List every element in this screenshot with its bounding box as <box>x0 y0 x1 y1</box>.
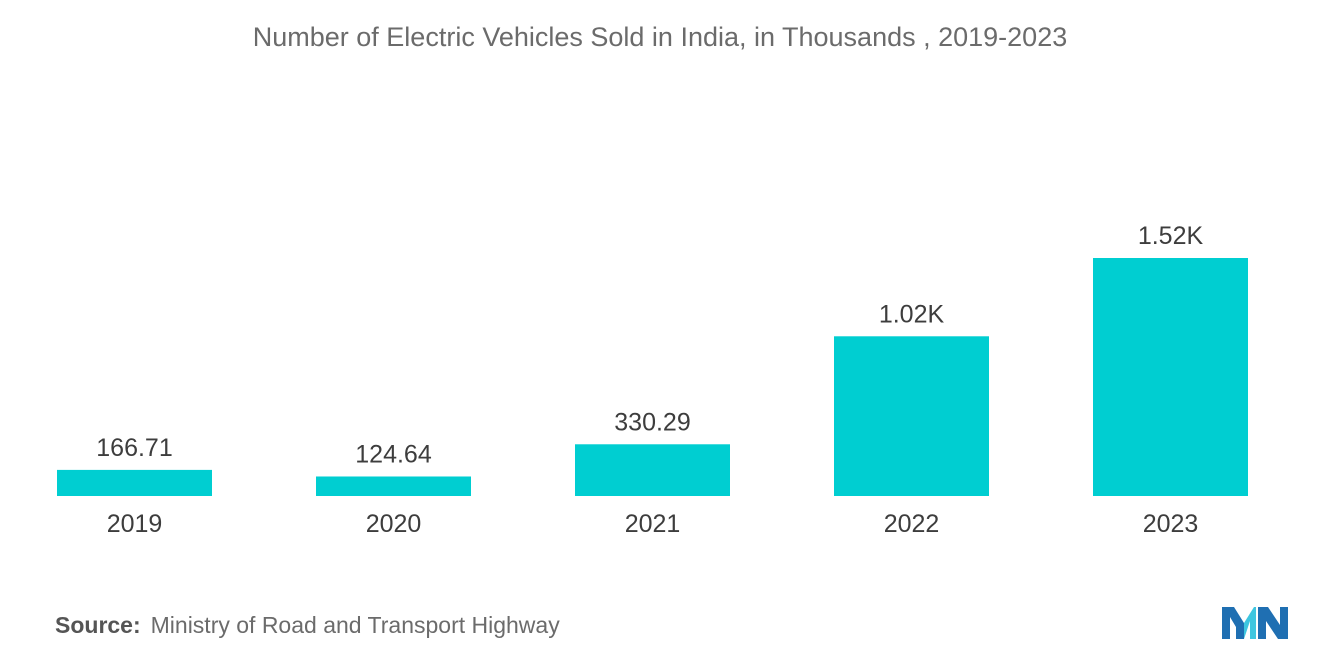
bar-2022 <box>834 336 989 496</box>
data-label-2022: 1.02K <box>879 300 945 328</box>
source-note: Source: Ministry of Road and Transport Hi… <box>55 612 560 639</box>
bar-chart: 166.71 2019 124.64 2020 330.29 2021 1.02K 2022 1… <box>57 222 1248 538</box>
bar-2021 <box>575 444 730 496</box>
data-label-2019: 166.71 <box>96 434 172 462</box>
data-label-2020: 124.64 <box>355 440 432 468</box>
x-tick-label-2020: 2020 <box>366 510 422 538</box>
chart-title: Number of Electric Vehicles Sold in Indi… <box>252 22 1068 52</box>
source-label: Source: <box>55 612 141 638</box>
bar-2023 <box>1093 258 1248 496</box>
bar-2020 <box>316 476 471 496</box>
mordor-intelligence-logo-icon <box>1222 607 1288 639</box>
source-text: Ministry of Road and Transport Highway <box>150 612 560 638</box>
x-tick-label-2023: 2023 <box>1143 510 1199 538</box>
x-tick-label-2019: 2019 <box>107 510 163 538</box>
data-label-2021: 330.29 <box>614 408 690 436</box>
x-tick-label-2022: 2022 <box>884 510 940 538</box>
data-label-2023: 1.52K <box>1138 222 1204 250</box>
bar-2019 <box>57 469 212 496</box>
x-tick-label-2021: 2021 <box>625 510 681 538</box>
